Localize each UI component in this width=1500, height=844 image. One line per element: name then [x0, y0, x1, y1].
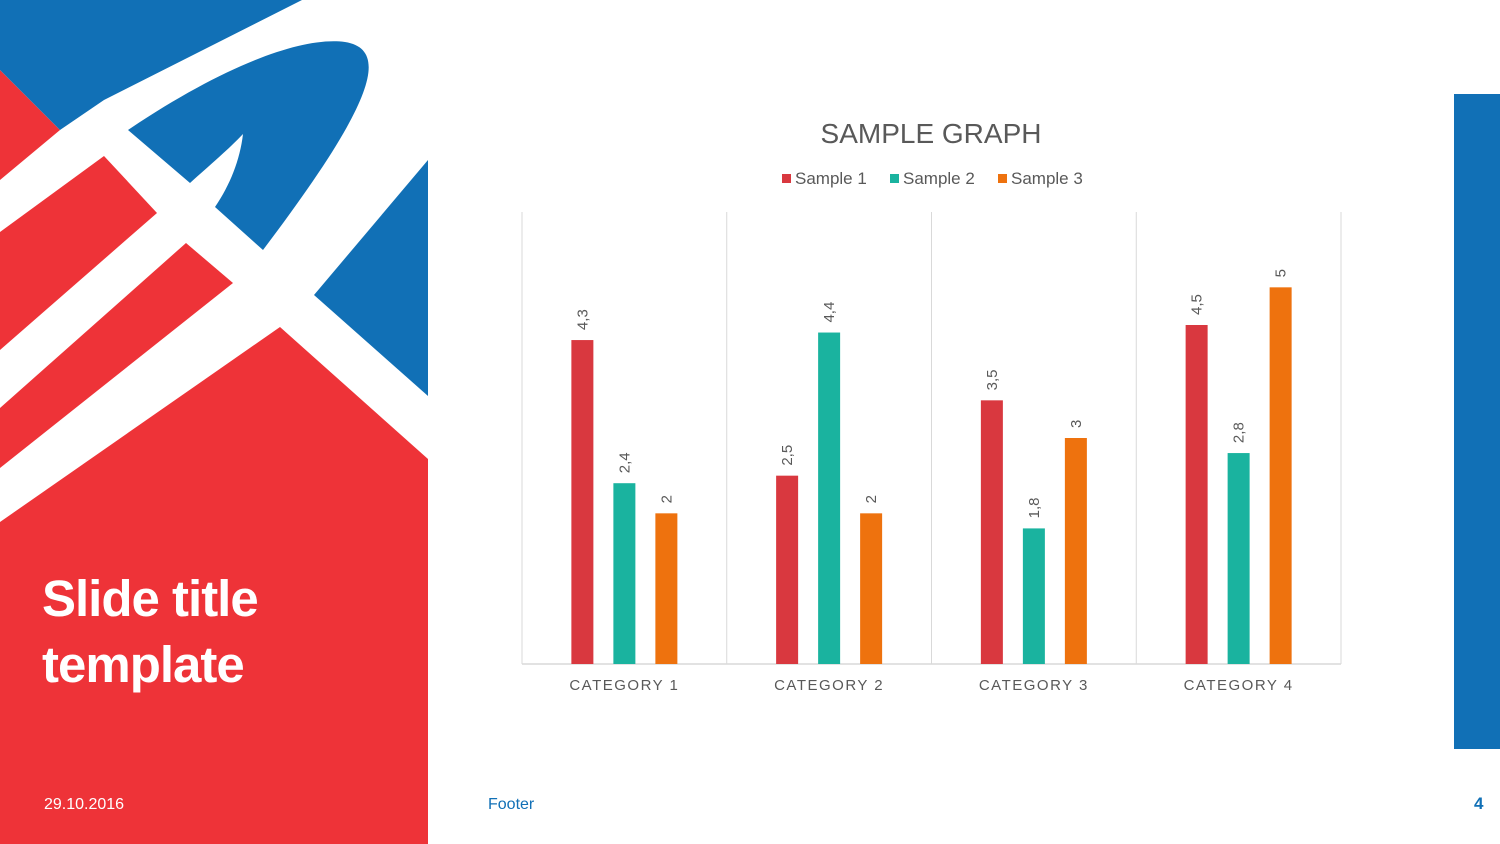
data-label-sample-3-category-2: 2	[863, 495, 880, 503]
chart-grid	[521, 212, 1342, 665]
data-label-sample-3-category-4: 5	[1273, 269, 1290, 277]
category-label-category-4: CATEGORY 4	[1184, 677, 1294, 694]
data-label-sample-2-category-2: 4,4	[821, 302, 838, 323]
chart-legend: Sample 1 Sample 2 Sample 3	[782, 169, 1083, 188]
legend-label-sample-2: Sample 2	[903, 169, 975, 188]
bar-sample-2-category-2	[818, 332, 841, 664]
chart-title: SAMPLE GRAPH	[821, 118, 1042, 149]
blue-logo-shape-swoosh	[128, 41, 369, 250]
blue-logo-shape-top	[0, 0, 302, 130]
data-label-sample-1-category-1: 4,3	[574, 309, 591, 330]
blue-logo-shape-triangle	[314, 160, 428, 396]
chart-category-labels: CATEGORY 1 CATEGORY 2 CATEGORY 3 CATEGORY 4	[569, 677, 1294, 694]
bar-sample-2-category-1	[613, 483, 636, 664]
category-label-category-1: CATEGORY 1	[569, 677, 679, 694]
chart-data-labels: 4,3 2,4 2 2,5 4,4 2 3,5 1,8 3 4,5 2,8 5	[574, 269, 1289, 518]
data-label-sample-2-category-3: 1,8	[1026, 498, 1043, 519]
bar-sample-3-category-3	[1064, 438, 1087, 664]
data-label-sample-2-category-4: 2,8	[1231, 422, 1248, 443]
page-number: 4	[1474, 794, 1484, 813]
bar-chart: SAMPLE GRAPH Sample 1 Sample 2 Sample 3 4,…	[521, 118, 1342, 694]
category-label-category-3: CATEGORY 3	[979, 677, 1089, 694]
data-label-sample-2-category-1: 2,4	[616, 452, 633, 473]
legend-swatch-sample-2	[890, 174, 899, 183]
slide-title: Slide title template	[42, 566, 412, 698]
data-label-sample-3-category-1: 2	[658, 495, 675, 503]
red-logo-shape-top	[0, 70, 60, 180]
legend-swatch-sample-1	[782, 174, 791, 183]
bar-sample-2-category-4	[1227, 453, 1250, 664]
slide-title-line-2: template	[42, 636, 245, 693]
slide-title-line-1: Slide title	[42, 570, 259, 627]
decorative-logo-panel: Slide title template 29.10.2016	[0, 0, 428, 844]
bar-sample-1-category-4	[1185, 325, 1208, 664]
bar-sample-3-category-2	[860, 513, 883, 664]
bar-sample-3-category-4	[1269, 287, 1292, 664]
data-label-sample-1-category-2: 2,5	[779, 445, 796, 466]
data-label-sample-1-category-3: 3,5	[984, 369, 1001, 390]
footer-text: Footer	[488, 796, 535, 813]
data-label-sample-3-category-3: 3	[1068, 420, 1085, 428]
bar-sample-3-category-1	[655, 513, 678, 664]
red-logo-shape-band-1	[0, 156, 157, 350]
red-logo-shape-main	[0, 327, 428, 844]
bar-sample-2-category-3	[1022, 528, 1045, 664]
chart-bars	[571, 287, 1292, 664]
red-logo-shape-band-2	[0, 243, 233, 468]
category-label-category-2: CATEGORY 2	[774, 677, 884, 694]
bar-sample-1-category-1	[571, 340, 594, 664]
data-label-sample-1-category-4: 4,5	[1189, 294, 1206, 315]
legend-label-sample-3: Sample 3	[1011, 169, 1083, 188]
legend-label-sample-1: Sample 1	[795, 169, 867, 188]
legend-swatch-sample-3	[998, 174, 1007, 183]
bar-sample-1-category-2	[776, 475, 799, 664]
slide-date: 29.10.2016	[44, 796, 125, 813]
right-accent-bar	[1454, 94, 1500, 749]
bar-sample-1-category-3	[980, 400, 1003, 664]
